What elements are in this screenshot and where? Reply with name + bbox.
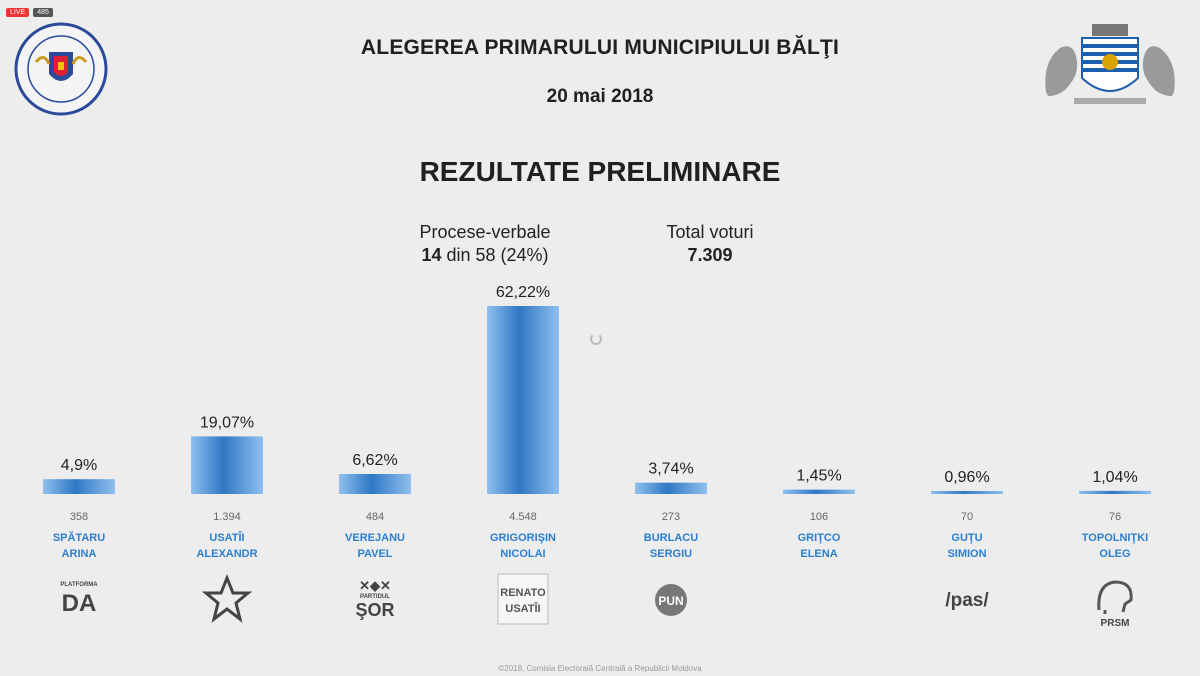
bar [783, 489, 855, 494]
live-label: LIVE [6, 8, 30, 17]
bar-value-label: 4,9% [61, 457, 97, 474]
vote-count-label: 1.394 [213, 511, 241, 523]
total-label: Total voturi [666, 222, 754, 242]
candidate-firstname-label: SERGIU [650, 548, 692, 560]
vote-count-label: 106 [810, 511, 828, 523]
candidate-surname-label: GUŢU [951, 532, 982, 544]
bar-value-label: 3,74% [648, 461, 693, 478]
candidate-surname-label: GRIŢCO [798, 532, 841, 544]
bar [43, 479, 115, 494]
candidate-firstname-label: SIMION [947, 548, 986, 560]
candidate-surname-label: BURLACU [644, 532, 698, 544]
election-date: 20 mai 2018 [546, 86, 654, 107]
page-title: ALEGEREA PRIMARULUI MUNICIPIULUI BĂLŢI [360, 36, 840, 59]
vote-count-label: 273 [662, 511, 680, 523]
live-badge: LIVE 485 [6, 8, 53, 17]
candidate-firstname-label: ALEXANDR [196, 548, 257, 560]
loading-spinner-icon [590, 333, 602, 345]
bar [635, 482, 707, 494]
party-logo-text: DA [62, 590, 97, 617]
bar-value-label: 1,04% [1092, 469, 1137, 486]
bar [191, 436, 263, 494]
party-logo-text: /pas/ [945, 590, 989, 611]
party-logo-text: PARTIDUL [360, 594, 390, 600]
bar-value-label: 0,96% [944, 469, 989, 486]
total-value: 7.309 [687, 245, 733, 265]
bar [931, 491, 1003, 494]
bar-value-label: 19,07% [200, 414, 254, 431]
balti-coat-of-arms-logo [1045, 24, 1175, 104]
candidate-firstname-label: OLEG [1099, 548, 1130, 560]
cec-seal-logo [14, 22, 108, 116]
bar [1079, 490, 1151, 494]
views-count: 485 [33, 8, 53, 17]
candidate-surname-label: SPĂTARU [53, 531, 105, 544]
party-logo-text: RENATO [500, 587, 546, 599]
pv-count: 14 [421, 245, 442, 265]
party-logo-text: USATÎI [505, 602, 540, 615]
candidate-surname-label: TOPOLNIŢKI [1082, 532, 1148, 544]
pv-stat: Procese-verbale 14 din 58 (24%) [380, 222, 590, 266]
bar-value-label: 6,62% [352, 452, 397, 469]
pv-rest: din 58 (24%) [446, 245, 549, 265]
candidate-firstname-label: PAVEL [357, 548, 392, 560]
candidate-surname-label: USATÎI [209, 531, 244, 544]
vote-count-label: 70 [961, 511, 973, 523]
party-logo-text: PRSM [1101, 618, 1130, 629]
bar-value-label: 62,22% [496, 284, 550, 301]
vote-count-label: 4.548 [509, 511, 537, 523]
pv-label: Procese-verbale [419, 222, 551, 242]
party-logo-mark: ✕◆✕ [359, 578, 391, 593]
pun-logo-circle [655, 584, 687, 616]
prsm-bear-icon [1097, 580, 1133, 614]
party-logo-box [497, 573, 549, 625]
party-logo-text: ŞOR [355, 600, 394, 620]
party-logo-text: PUN [658, 594, 683, 608]
candidate-firstname-label: ELENA [800, 548, 837, 560]
bar [487, 306, 559, 494]
bar-value-label: 1,45% [796, 468, 841, 485]
vote-count-label: 358 [70, 511, 88, 523]
candidate-surname-label: GRIGORIŞIN [490, 532, 556, 544]
vote-count-label: 76 [1109, 511, 1121, 523]
party-logo-text: PLATFORMA [60, 582, 98, 588]
bar [339, 473, 411, 494]
candidate-surname-label: VEREJANU [345, 532, 405, 544]
vote-count-label: 484 [366, 511, 384, 523]
star-icon [201, 573, 253, 623]
candidate-firstname-label: ARINA [62, 548, 97, 560]
candidate-firstname-label: NICOLAI [500, 548, 545, 560]
footer-credit: ©2018, Comisia Electorală Centrală a Rep… [498, 664, 702, 673]
chart-subtitle: REZULTATE PRELIMINARE [419, 156, 781, 187]
total-stat: Total voturi 7.309 [620, 222, 800, 266]
